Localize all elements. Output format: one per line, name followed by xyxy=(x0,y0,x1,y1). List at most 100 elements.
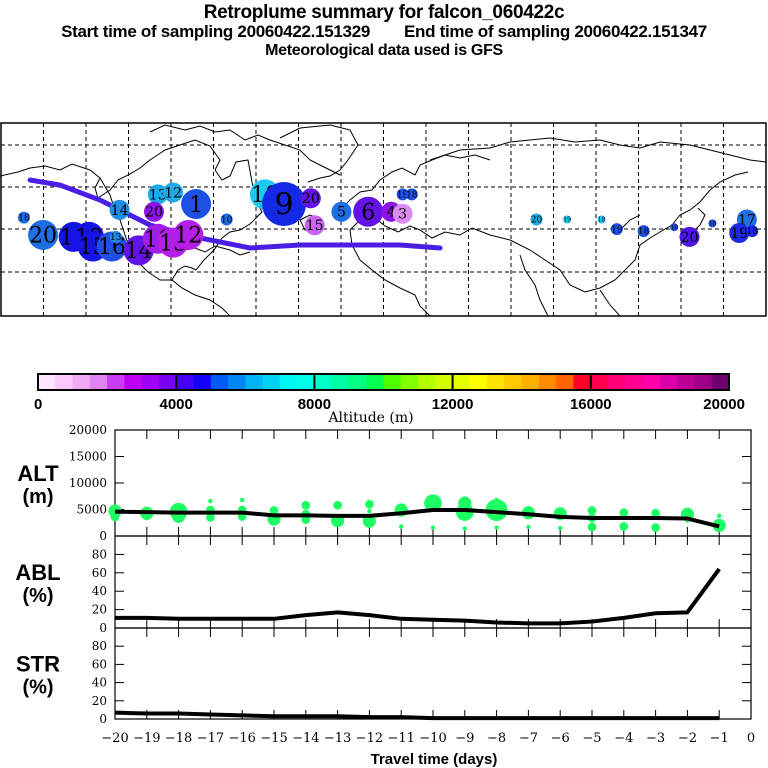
plume-marker-dot xyxy=(220,213,233,226)
altitude-point xyxy=(651,508,660,518)
plume-marker-dot xyxy=(746,225,759,238)
series-line xyxy=(114,508,720,529)
plume-marker-dot xyxy=(708,219,717,228)
plume-marker-label: 20 xyxy=(681,230,699,246)
altitude-point xyxy=(521,506,536,520)
plume-marker-label: 19 xyxy=(563,217,571,224)
plume-marker-label: 20 xyxy=(29,224,57,249)
altitude-point xyxy=(456,503,474,521)
plume-marker-label: 10 xyxy=(221,216,233,226)
lat-lon-grid xyxy=(1,123,766,316)
x-tick-label: −9 xyxy=(455,731,474,746)
colorbar-swatch xyxy=(158,374,177,390)
colorbar-swatch xyxy=(314,374,333,390)
x-tick-label: −1 xyxy=(710,731,729,746)
plume-marker-dot xyxy=(637,225,650,238)
plume-marker-label: 18 xyxy=(709,220,717,227)
y-axis-title: ABL xyxy=(15,560,60,585)
altitude-point xyxy=(333,500,342,510)
altitude-point xyxy=(269,506,279,515)
y-tick-label: 60 xyxy=(92,566,107,580)
plume-marker-label: 15 xyxy=(306,218,324,234)
x-tick-label: −17 xyxy=(197,731,224,746)
colorbar-swatch xyxy=(55,374,74,390)
plume-marker-dot xyxy=(563,215,572,224)
x-tick-label: −4 xyxy=(614,731,633,746)
x-tick-label: −13 xyxy=(324,731,351,746)
colorbar-swatch xyxy=(677,374,695,390)
plume-marker-dot xyxy=(670,223,679,232)
retroplume-map: 2018111815161314141312201113121101092015… xyxy=(0,122,767,317)
colorbar-swatch xyxy=(107,374,125,390)
end-time-label: End time of sampling 20060422.151347 xyxy=(404,22,707,41)
altitude-point xyxy=(619,508,629,518)
plume-marker: 20 xyxy=(679,226,700,247)
plume-marker-label: 5 xyxy=(337,205,346,221)
colorbar-swatch xyxy=(348,374,367,390)
y-tick-label: 20 xyxy=(92,603,107,617)
plume-marker-label: 3 xyxy=(398,207,407,223)
plume-marker: 18 xyxy=(17,211,30,224)
plume-marker: 20 xyxy=(530,213,543,226)
altitude-point xyxy=(717,513,722,519)
plume-marker-label: 18 xyxy=(638,227,650,237)
altitude-point xyxy=(587,513,597,523)
colorbar-swatch xyxy=(418,374,436,390)
plume-marker: 5 xyxy=(331,201,352,222)
plume-markers: 2018111815161314141312201113121101092015… xyxy=(17,179,759,266)
plume-marker: 18 xyxy=(670,223,679,232)
colorbar-swatch xyxy=(659,374,678,390)
altitude-point xyxy=(399,524,404,529)
altitude-point xyxy=(240,497,245,503)
altitude-point xyxy=(458,496,472,510)
y-tick-label: 60 xyxy=(92,657,107,671)
altitude-point xyxy=(331,514,345,528)
y-tick-label: 0 xyxy=(99,712,107,726)
altitude-point xyxy=(558,525,563,531)
altitude-point xyxy=(553,507,567,521)
plume-marker-label: 9 xyxy=(275,188,294,223)
plume-marker-dot xyxy=(396,188,409,201)
altitude-point xyxy=(651,523,660,532)
colorbar-swatch xyxy=(366,374,384,390)
altitude-point xyxy=(172,509,186,523)
altitude-point xyxy=(267,512,281,526)
altitude-point xyxy=(430,525,436,530)
plume-marker-dot xyxy=(262,182,307,227)
plume-marker-dot xyxy=(331,201,352,222)
colorbar-swatch xyxy=(694,374,713,390)
colorbar-swatch xyxy=(245,374,264,390)
colorbar-swatch xyxy=(573,374,592,390)
altitude-point xyxy=(140,506,154,520)
altitude-point xyxy=(142,511,152,521)
y-tick-label: 40 xyxy=(92,584,107,598)
panel-frame xyxy=(114,429,752,537)
y-tick-label: 80 xyxy=(92,547,107,561)
plume-marker: 1 xyxy=(181,189,212,220)
altitude-point xyxy=(237,511,247,521)
altitude-point xyxy=(680,507,695,521)
colorbar-tick-label: 20000 xyxy=(703,396,745,413)
colorbar-swatch xyxy=(331,374,350,390)
x-tick-label: −18 xyxy=(165,731,192,746)
panel-frame xyxy=(114,627,752,720)
plume-marker-dot xyxy=(147,184,168,205)
plume-marker-dot xyxy=(181,189,212,220)
altitude-point xyxy=(462,526,467,531)
plume-marker: 6 xyxy=(353,196,384,227)
colorbar-swatch xyxy=(297,374,315,390)
colorbar-swatch xyxy=(521,374,540,390)
plume-marker-label: 19 xyxy=(397,191,409,201)
plume-marker-dot xyxy=(109,230,122,243)
colorbar-swatch xyxy=(711,374,730,390)
y-tick-label: 10000 xyxy=(69,476,107,490)
altitude-point xyxy=(619,522,629,531)
colorbar-swatch xyxy=(435,374,454,390)
plume-marker-dot xyxy=(144,201,164,222)
plume-marker: 14 xyxy=(109,199,130,220)
altitude-point xyxy=(301,509,311,519)
colorbar-swatch xyxy=(487,374,505,390)
plume-marker: 9 xyxy=(262,182,307,227)
colorbar-swatch xyxy=(176,374,194,390)
